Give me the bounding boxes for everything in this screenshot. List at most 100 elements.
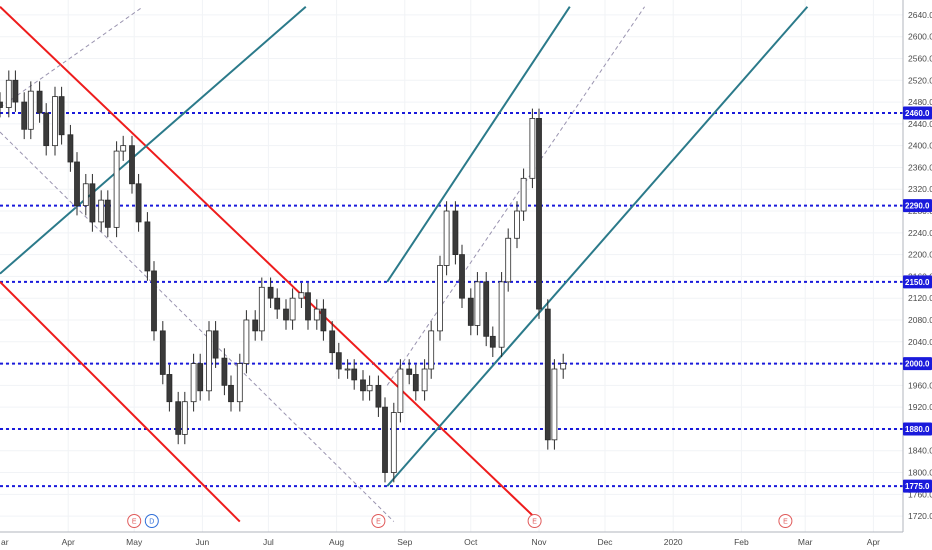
trend-line-gray[interactable] <box>0 6 144 108</box>
price-badge-bg <box>903 199 932 213</box>
candle <box>274 297 281 310</box>
price-badge: 1880.0 <box>903 422 932 436</box>
y-tick-label: 2480.0 <box>908 97 932 107</box>
event-marker-circle[interactable] <box>371 514 386 528</box>
trend-line-red[interactable] <box>0 281 241 523</box>
price-badge-bg <box>903 479 932 493</box>
axes <box>0 0 904 533</box>
candle <box>58 96 65 136</box>
y-tick-label: 1720.0 <box>908 511 932 521</box>
event-marker-label: E <box>783 519 788 526</box>
candle <box>159 330 166 375</box>
candle <box>360 379 366 392</box>
candle <box>175 401 182 435</box>
trend-line-teal[interactable] <box>0 5 307 275</box>
candle <box>120 145 127 152</box>
event-marker-circle[interactable] <box>778 514 793 528</box>
y-tick-label: 1800.0 <box>908 468 932 478</box>
candle <box>382 406 388 473</box>
price-badge-label: 2150.0 <box>905 278 930 287</box>
x-tick-label: Sep <box>397 537 412 547</box>
horizontal-levels[interactable] <box>0 111 903 488</box>
candle <box>474 281 481 326</box>
y-tick-label: 2040.0 <box>908 337 932 347</box>
trend-line-red[interactable] <box>0 6 540 523</box>
candle <box>351 368 358 381</box>
candle <box>135 183 142 223</box>
y-tick-label: 2240.0 <box>908 228 932 238</box>
trend-lines[interactable] <box>0 5 809 523</box>
price-badge-bg <box>903 275 932 289</box>
event-marker[interactable]: E <box>778 514 793 528</box>
x-tick-label: Jun <box>196 537 210 547</box>
x-tick-label: Aug <box>329 537 344 547</box>
candle <box>489 335 496 348</box>
y-tick-label: 2640.0 <box>908 10 932 20</box>
candles <box>0 70 567 483</box>
candle <box>190 363 197 403</box>
candle <box>437 265 443 332</box>
candle <box>243 319 250 364</box>
price-badge-bg <box>903 106 932 120</box>
event-marker[interactable]: D <box>144 514 159 528</box>
x-tick-label: ar <box>1 537 9 547</box>
trend-line-teal[interactable] <box>386 6 809 487</box>
candle <box>252 319 259 332</box>
candle <box>113 150 120 228</box>
candle <box>375 384 382 408</box>
trend-line-gray[interactable] <box>386 6 646 386</box>
trend-line-teal[interactable] <box>386 6 571 283</box>
price-badge-bg <box>903 422 932 436</box>
event-marker-circle[interactable] <box>144 514 159 528</box>
y-tick-label: 2080.0 <box>908 315 932 325</box>
candle <box>289 297 296 321</box>
candle <box>313 308 320 321</box>
x-tick-label: Nov <box>531 537 547 547</box>
price-badge-label: 1880.0 <box>905 425 930 434</box>
candle <box>236 363 243 403</box>
candle <box>428 330 435 370</box>
candle <box>305 292 311 321</box>
candle <box>27 90 34 130</box>
candle <box>505 237 512 283</box>
trend-line-gray[interactable] <box>0 131 395 522</box>
price-level-badges: 2460.0 2290.0 2150.0 2000.0 1880.0 1775.0 <box>903 106 932 493</box>
price-badge-label: 2000.0 <box>905 360 930 369</box>
event-marker-label: D <box>149 519 154 526</box>
price-badge: 2150.0 <box>903 275 932 289</box>
x-tick-label: Jul <box>263 537 274 547</box>
candle <box>151 270 157 332</box>
y-tick-label: 2360.0 <box>908 162 932 172</box>
event-marker-label: E <box>376 519 381 526</box>
event-marker-circle[interactable] <box>127 514 142 528</box>
candle <box>21 101 28 130</box>
candle <box>36 90 43 114</box>
candle <box>67 134 74 163</box>
candle <box>544 308 551 441</box>
event-marker[interactable]: E <box>527 514 542 528</box>
event-marker[interactable]: E <box>127 514 142 528</box>
candle <box>329 330 336 354</box>
candle <box>536 118 542 310</box>
candle <box>459 254 465 299</box>
y-tick-label: 1760.0 <box>908 489 932 499</box>
candle <box>206 330 212 392</box>
event-marker[interactable]: E <box>371 514 386 528</box>
candle <box>443 210 450 266</box>
candle <box>166 374 173 403</box>
x-tick-label: Oct <box>464 537 478 547</box>
candle <box>344 368 351 371</box>
y-tick-label: 2120.0 <box>908 293 932 303</box>
y-tick-label: 2520.0 <box>908 75 932 85</box>
event-marker-circle[interactable] <box>527 514 542 528</box>
candle <box>12 79 19 103</box>
price-badge: 2460.0 <box>903 106 932 120</box>
x-axis-ticks: ar Apr May Jun Jul Aug Sep Oct Nov Dec 2020 Feb Mar A… <box>1 537 880 547</box>
candle <box>298 292 305 299</box>
candle <box>52 96 58 147</box>
candle <box>129 145 135 185</box>
candle <box>74 161 80 206</box>
